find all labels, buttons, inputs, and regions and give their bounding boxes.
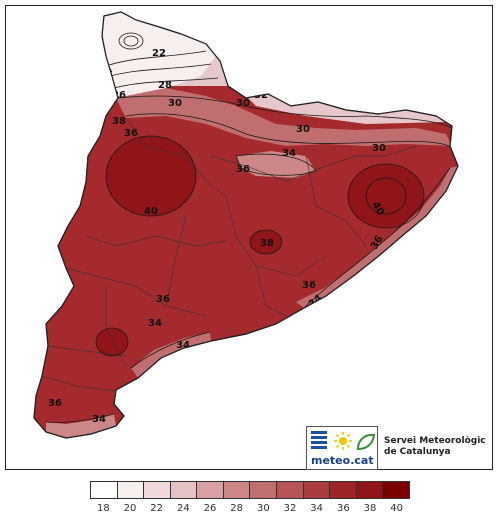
- zone-delta: [46, 414, 116, 438]
- color-legend: [90, 481, 410, 499]
- legend-swatch: [250, 482, 278, 498]
- contour-label: 36: [302, 280, 316, 291]
- isotherm-lines: [45, 32, 453, 423]
- legend-tick-label: 24: [176, 503, 190, 514]
- legend-labels: 18 20 22 24 26 28 30 32 34 36 38 40: [90, 503, 410, 517]
- legend-swatch: [91, 482, 118, 498]
- contour-label: 30: [236, 98, 250, 109]
- zone-mid-north: [116, 88, 452, 146]
- contour-label: 38: [260, 238, 274, 249]
- contour-label: 28: [158, 80, 172, 91]
- legend-tick-label: 30: [256, 503, 270, 514]
- contour-label: 34: [176, 340, 190, 351]
- service-name-line2: de Catalunya: [384, 447, 451, 457]
- contour-label: 30: [296, 124, 310, 135]
- legend-tick-label: 28: [230, 503, 244, 514]
- legend-swatch: [170, 482, 198, 498]
- legend-swatch: [356, 482, 384, 498]
- legend-tick-label: 22: [150, 503, 164, 514]
- temperature-map: 22 24 26 28 30 30 32 30 38 36 30 34 36 3…: [33, 11, 459, 439]
- hot-zone-center: [250, 230, 282, 254]
- service-name: Servei Meteorològic de Catalunya: [384, 436, 486, 458]
- legend-tick-label: 18: [96, 503, 110, 514]
- sun-icon: [334, 432, 352, 450]
- hot-zone-south: [96, 328, 128, 356]
- contour-label: 36: [54, 270, 69, 287]
- legend-tick-label: 20: [123, 503, 137, 514]
- comarca-borders: [41, 117, 417, 392]
- contour-label: 36: [48, 398, 62, 409]
- legend-swatch: [277, 482, 304, 498]
- legend-tick-label: 32: [283, 503, 297, 514]
- contour-label: 38: [112, 116, 126, 127]
- meteocat-logo: meteo.cat: [306, 426, 378, 470]
- legend-swatch: [383, 482, 409, 498]
- legend-tick-label: 26: [203, 503, 217, 514]
- contour-label: 36: [124, 128, 138, 139]
- legend-tick-label: 34: [310, 503, 324, 514]
- contour-label: 34: [148, 318, 162, 329]
- legend-tick-label: 38: [363, 503, 377, 514]
- contour-label: 40: [144, 206, 158, 217]
- hot-zone-west: [106, 136, 196, 216]
- zone-pink-center: [236, 151, 316, 178]
- logo-text: meteo.cat: [311, 454, 374, 467]
- contour-label: 34: [92, 414, 106, 425]
- contour-label: 30: [372, 143, 386, 154]
- contour-label: 26: [112, 90, 126, 101]
- legend-tick-label: 36: [336, 503, 350, 514]
- legend-swatch: [303, 482, 331, 498]
- map-frame: 22 24 26 28 30 30 32 30 38 36 30 34 36 3…: [5, 5, 493, 470]
- leaf-icon: [356, 433, 376, 451]
- contour-label: 34: [282, 148, 296, 159]
- legend-swatch: [144, 482, 171, 498]
- legend-swatch: [330, 482, 357, 498]
- service-name-line1: Servei Meteorològic: [384, 436, 486, 446]
- hot-zone-east: [348, 164, 424, 228]
- contour-label: 22: [152, 48, 166, 59]
- legend-swatch: [117, 482, 145, 498]
- contour-label: 36: [156, 294, 170, 305]
- legend-swatch: [223, 482, 251, 498]
- stripes-icon: [311, 431, 327, 451]
- legend-swatch: [197, 482, 224, 498]
- legend-tick-label: 40: [390, 503, 404, 514]
- contour-label: 36: [236, 164, 250, 175]
- contour-label: 30: [168, 98, 182, 109]
